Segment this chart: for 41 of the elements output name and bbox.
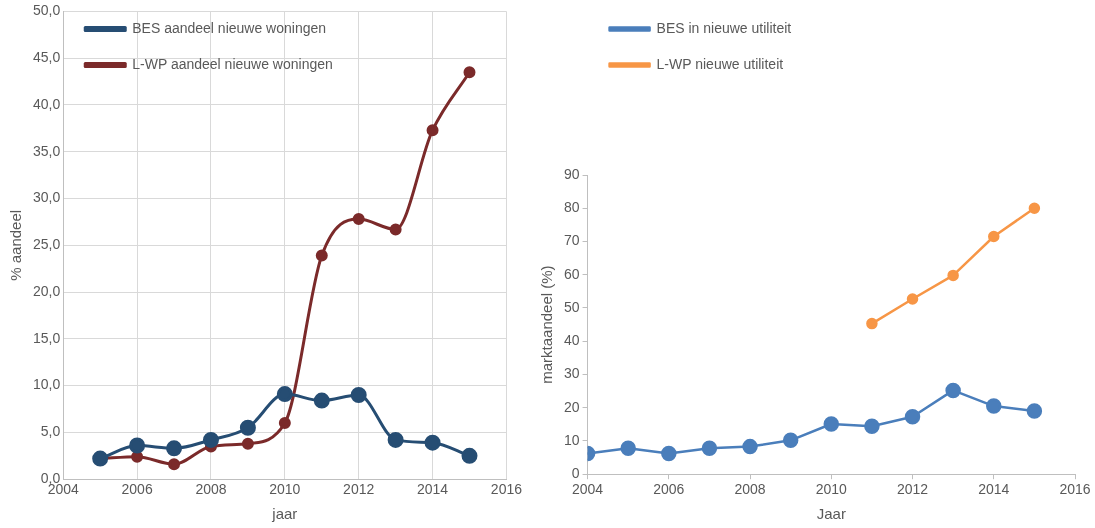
legend-label: L-WP nieuwe utiliteit <box>656 55 784 72</box>
y-tick-label: 60 <box>563 265 580 282</box>
y-tick-label: 20 <box>563 398 580 415</box>
y-tick-label: 50,0 <box>33 2 61 19</box>
y-tick-label: 20,0 <box>33 282 61 299</box>
x-tick-label: 2012 <box>343 481 375 498</box>
y-tick-label: 5,0 <box>40 423 61 440</box>
y-tick-label: 90 <box>563 165 580 182</box>
y-axis-title: marktaandeel (%) <box>538 265 556 384</box>
y-tick-label: 70 <box>563 232 580 249</box>
y-tick-label: 10,0 <box>33 376 61 393</box>
y-tick-label: 0 <box>571 465 580 482</box>
y-tick-label: 30 <box>563 365 580 382</box>
legend-label: L-WP aandeel nieuwe woningen <box>132 55 333 72</box>
y-tick-label: 15,0 <box>33 329 61 346</box>
x-axis-title: jaar <box>271 505 298 523</box>
x-tick-label: 2010 <box>269 481 301 498</box>
y-tick-label: 40 <box>563 332 580 349</box>
x-tick-label: 2016 <box>490 481 523 498</box>
legend-label: BES in nieuwe utiliteit <box>656 19 792 36</box>
x-tick-label: 2006 <box>121 481 153 498</box>
y-tick-label: 45,0 <box>33 49 61 66</box>
x-tick-label: 2014 <box>978 481 1010 498</box>
legend-label: BES aandeel nieuwe woningen <box>132 19 327 36</box>
x-tick-label: 2008 <box>734 481 766 498</box>
y-tick-label: 80 <box>563 199 580 216</box>
x-tick-label: 2006 <box>653 481 685 498</box>
y-tick-label: 35,0 <box>33 142 61 159</box>
x-tick-label: 2004 <box>571 481 604 498</box>
x-tick-label: 2008 <box>195 481 227 498</box>
x-tick-label: 2010 <box>815 481 848 498</box>
x-tick-label: 2014 <box>416 481 449 498</box>
y-axis-title: % aandeel <box>7 209 25 281</box>
y-tick-label: 50 <box>563 298 580 315</box>
x-tick-label: 2016 <box>1059 481 1091 498</box>
y-tick-label: 10 <box>563 431 580 448</box>
x-axis-title: Jaar <box>816 505 846 523</box>
y-tick-label: 25,0 <box>33 236 61 253</box>
x-tick-label: 2012 <box>896 481 929 498</box>
y-tick-label: 40,0 <box>33 95 61 112</box>
y-tick-label: 30,0 <box>33 189 61 206</box>
